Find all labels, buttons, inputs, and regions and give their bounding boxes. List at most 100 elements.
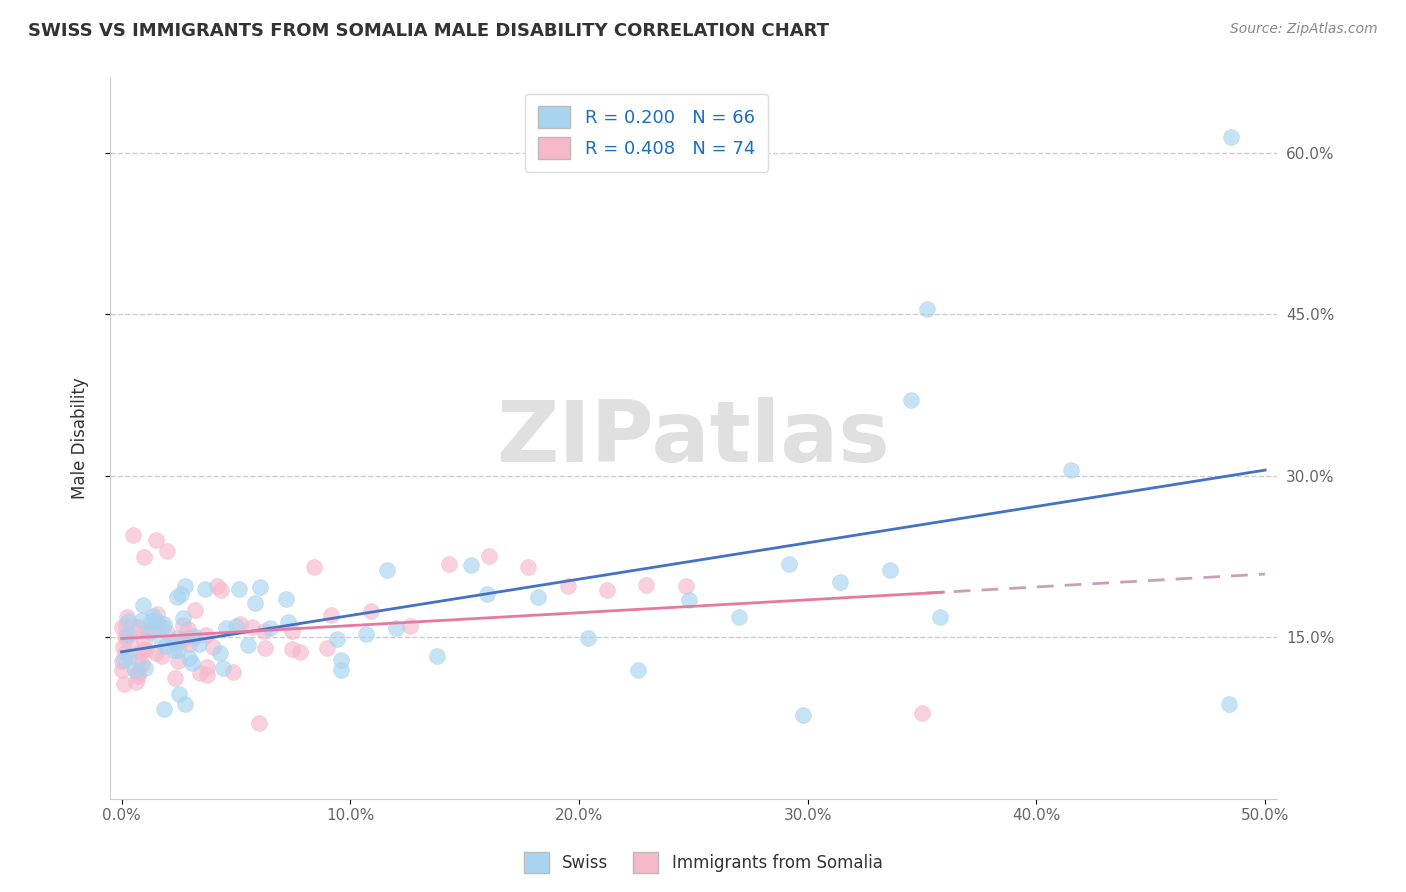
Point [229,616,252,631]
Point [778,558,800,572]
Point [132,598,155,612]
Point [517,560,540,574]
Point [627,663,650,677]
Text: Source: ZipAtlas.com: Source: ZipAtlas.com [1230,22,1378,37]
Point [172,611,194,625]
Point [118,649,141,664]
Point [135,643,157,657]
Point [879,563,901,577]
Point [167,654,190,668]
Point [138,624,160,639]
Point [183,629,205,643]
Point [900,393,922,408]
Point [163,642,186,657]
Point [114,619,136,633]
Point [197,660,219,674]
Point [277,615,299,629]
Point [150,649,173,664]
Point [330,663,353,677]
Point [136,624,159,639]
Point [478,549,501,563]
Point [111,663,134,677]
Point [253,624,276,638]
Point [1060,463,1083,477]
Legend: Swiss, Immigrants from Somalia: Swiss, Immigrants from Somalia [517,846,889,880]
Point [165,636,187,650]
Point [678,593,700,607]
Point [127,666,149,681]
Point [148,618,170,632]
Point [399,618,422,632]
Point [122,528,145,542]
Point [139,614,162,628]
Point [195,628,218,642]
Point [195,667,218,681]
Point [596,583,619,598]
Point [134,549,156,564]
Point [114,646,136,660]
Point [117,628,139,642]
Point [112,640,135,654]
Point [135,622,157,636]
Point [179,637,201,651]
Point [150,632,173,647]
Point [167,687,190,701]
Point [169,634,191,648]
Point [211,661,233,675]
Point [174,578,197,592]
Point [188,637,211,651]
Point [1218,697,1240,711]
Point [142,608,165,623]
Point [375,563,398,577]
Point [929,610,952,624]
Point [166,632,188,646]
Point [911,706,934,720]
Point [915,301,938,316]
Point [155,639,177,653]
Point [163,671,186,685]
Point [288,644,311,658]
Point [152,620,174,634]
Point [124,675,146,690]
Point [174,697,197,711]
Point [156,544,179,558]
Point [209,583,232,598]
Point [526,590,548,604]
Point [125,620,148,634]
Point [426,648,449,663]
Point [329,653,352,667]
Point [201,640,224,654]
Point [176,632,198,646]
Point [127,665,149,680]
Point [153,702,176,716]
Point [115,631,138,645]
Point [145,614,167,628]
Point [194,582,217,596]
Point [114,629,136,643]
Point [127,653,149,667]
Point [281,624,304,639]
Point [1219,129,1241,144]
Point [177,622,200,636]
Point [253,641,276,656]
Point [259,621,281,635]
Point [145,533,167,548]
Point [245,596,267,610]
Legend: R = 0.200   N = 66, R = 0.408   N = 74: R = 0.200 N = 66, R = 0.408 N = 74 [526,94,768,172]
Point [557,579,579,593]
Point [112,677,135,691]
Point [156,624,179,639]
Point [304,559,326,574]
Point [242,620,264,634]
Point [181,656,204,670]
Point [127,669,149,683]
Y-axis label: Male Disability: Male Disability [72,377,89,499]
Point [828,574,851,589]
Point [131,657,153,671]
Point [247,716,270,731]
Text: SWISS VS IMMIGRANTS FROM SOMALIA MALE DISABILITY CORRELATION CHART: SWISS VS IMMIGRANTS FROM SOMALIA MALE DI… [28,22,830,40]
Point [110,654,132,668]
Point [132,634,155,648]
Point [477,587,499,601]
Point [145,607,167,621]
